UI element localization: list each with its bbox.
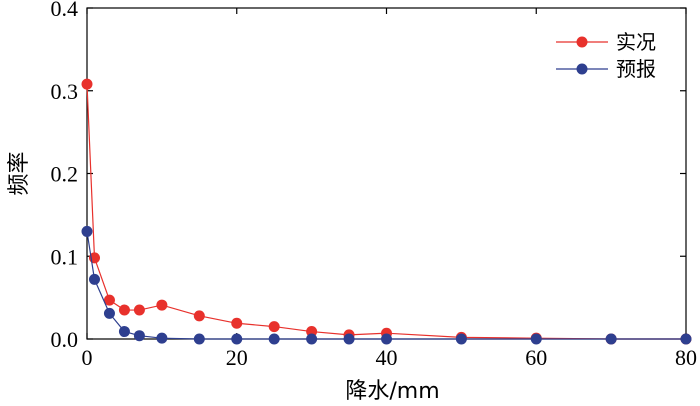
data-point <box>381 333 392 345</box>
data-point <box>193 333 205 345</box>
series-layer <box>81 78 692 345</box>
y-tick-label: 0.0 <box>51 327 79 352</box>
legend-item: 实况 <box>556 30 656 54</box>
series-line <box>86 84 686 340</box>
x-tick-label: 0 <box>82 345 93 370</box>
data-point <box>133 304 145 316</box>
y-tick-label: 0.3 <box>51 79 79 104</box>
data-point <box>103 307 115 319</box>
data-point <box>306 333 318 345</box>
data-point <box>455 333 467 345</box>
y-tick-label: 0.4 <box>51 0 79 21</box>
data-point <box>103 294 115 306</box>
x-tick-label: 20 <box>226 345 248 370</box>
data-point <box>133 330 145 342</box>
data-point <box>343 333 355 345</box>
data-point <box>231 317 243 329</box>
legend-label: 预报 <box>616 57 656 81</box>
x-tick-label: 80 <box>675 345 697 370</box>
legend-label: 实况 <box>616 30 656 54</box>
axis-ticks: 0 20 40 60 80 0.0 0.1 0.2 0.3 0.4 <box>51 0 698 370</box>
x-axis-label: 降水/mm <box>345 379 439 404</box>
series-2 <box>81 225 692 345</box>
legend-marker <box>576 63 588 75</box>
data-point <box>530 333 542 345</box>
series-1 <box>81 78 692 345</box>
data-point <box>118 304 130 316</box>
y-axis-label: 频率 <box>7 151 32 195</box>
data-point <box>88 273 100 285</box>
data-point <box>81 78 93 90</box>
data-point <box>156 332 168 344</box>
legend-item: 预报 <box>556 57 656 81</box>
plot-frame <box>86 7 687 340</box>
x-tick-label: 60 <box>525 345 547 370</box>
data-point <box>605 333 617 345</box>
data-point <box>231 333 243 345</box>
y-tick-label: 0.1 <box>51 244 79 269</box>
data-point <box>268 333 280 345</box>
data-point <box>193 310 205 322</box>
data-point <box>268 321 280 333</box>
legend-marker <box>576 36 588 48</box>
x-tick-label: 40 <box>376 345 398 370</box>
data-point <box>156 299 168 311</box>
data-point <box>118 326 130 338</box>
data-point <box>680 333 692 345</box>
y-tick-label: 0.2 <box>51 162 79 187</box>
series-line <box>86 231 686 340</box>
plot-border <box>86 7 687 340</box>
data-point <box>81 225 93 237</box>
